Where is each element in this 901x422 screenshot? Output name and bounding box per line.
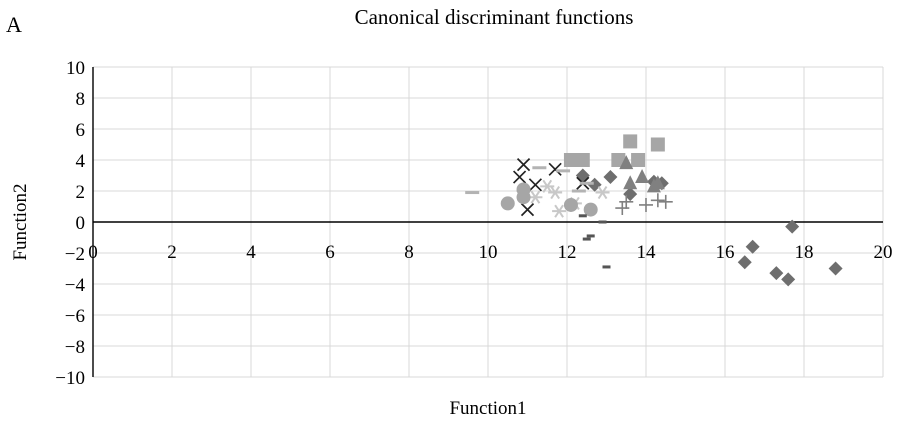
data-point-short-dash xyxy=(578,214,587,218)
data-point-asterisk xyxy=(528,190,543,204)
data-point-plus xyxy=(639,197,653,212)
data-point-diamond xyxy=(769,266,784,281)
y-tick-label: −4 xyxy=(65,275,86,296)
data-point-diamond xyxy=(745,239,760,254)
data-point-diamond xyxy=(737,255,752,270)
data-point-square xyxy=(623,134,638,149)
x-tick-label: 20 xyxy=(874,242,893,263)
x-tick-label: 8 xyxy=(404,242,414,263)
y-tick-label: −6 xyxy=(65,306,85,327)
data-point-short-dash xyxy=(582,237,591,241)
data-point-square xyxy=(611,153,626,167)
data-point-triangle xyxy=(650,175,665,190)
data-point-plus xyxy=(650,193,665,208)
data-point-x xyxy=(528,178,543,192)
data-point-short-dash xyxy=(602,265,611,269)
y-tick-label: 8 xyxy=(76,89,86,110)
data-point-x xyxy=(516,158,531,172)
chart-title: Canonical discriminant functions xyxy=(355,5,634,29)
y-tick-label: 10 xyxy=(66,58,85,79)
data-point-circle xyxy=(516,190,531,205)
y-tick-label: −10 xyxy=(55,368,85,389)
panel-label: A xyxy=(6,12,22,37)
data-point-triangle xyxy=(635,169,650,184)
data-point-diamond xyxy=(828,261,843,276)
y-tick-label: 4 xyxy=(76,151,86,172)
x-axis-label: Function1 xyxy=(449,398,526,419)
x-tick-label: 4 xyxy=(246,242,256,263)
x-tick-label: 14 xyxy=(637,242,657,263)
data-point-short-dash xyxy=(586,234,595,238)
x-tick-label: 10 xyxy=(479,242,498,263)
data-point-diamond xyxy=(575,168,590,183)
data-point-x xyxy=(512,170,527,184)
data-point-dash xyxy=(571,189,586,193)
data-point-plus xyxy=(619,194,634,209)
data-point-triangle xyxy=(619,155,634,170)
data-point-dash xyxy=(579,181,594,185)
data-point-dash xyxy=(532,166,547,170)
data-point-diamond xyxy=(587,177,602,192)
data-point-asterisk xyxy=(595,185,610,200)
data-point-square xyxy=(563,153,578,167)
data-point-x xyxy=(520,202,535,217)
x-tick-label: 0 xyxy=(88,242,98,263)
y-tick-label: 0 xyxy=(76,213,86,234)
data-point-dash xyxy=(556,169,571,173)
data-point-plus xyxy=(658,194,673,209)
y-tick-label: −8 xyxy=(65,337,85,358)
data-point-square xyxy=(631,153,646,167)
data-point-short-dash xyxy=(598,220,607,224)
x-tick-label: 2 xyxy=(167,242,177,263)
data-point-circle xyxy=(583,202,598,217)
y-tick-label: 2 xyxy=(76,182,86,203)
data-point-dash xyxy=(465,191,480,195)
x-tick-label: 16 xyxy=(716,242,735,263)
data-point-x xyxy=(548,162,562,176)
data-point-square xyxy=(575,153,590,167)
data-point-asterisk xyxy=(548,185,563,200)
data-point-triangle xyxy=(623,175,638,190)
data-points xyxy=(465,134,843,287)
y-axis-label: Function2 xyxy=(10,183,31,260)
data-point-square xyxy=(650,137,665,152)
data-point-plus xyxy=(615,201,630,216)
y-tick-label: 6 xyxy=(76,120,86,141)
data-point-circle xyxy=(563,197,578,212)
x-tick-label: 12 xyxy=(558,242,577,263)
axes xyxy=(92,67,883,377)
x-tick-label: 6 xyxy=(325,242,335,263)
x-tick-label: 18 xyxy=(795,242,814,263)
data-point-asterisk xyxy=(552,204,567,218)
data-point-diamond xyxy=(603,170,618,185)
data-point-diamond xyxy=(781,272,796,287)
data-point-diamond xyxy=(785,219,800,234)
y-tick-label: −2 xyxy=(65,244,85,265)
data-point-circle xyxy=(500,196,515,211)
